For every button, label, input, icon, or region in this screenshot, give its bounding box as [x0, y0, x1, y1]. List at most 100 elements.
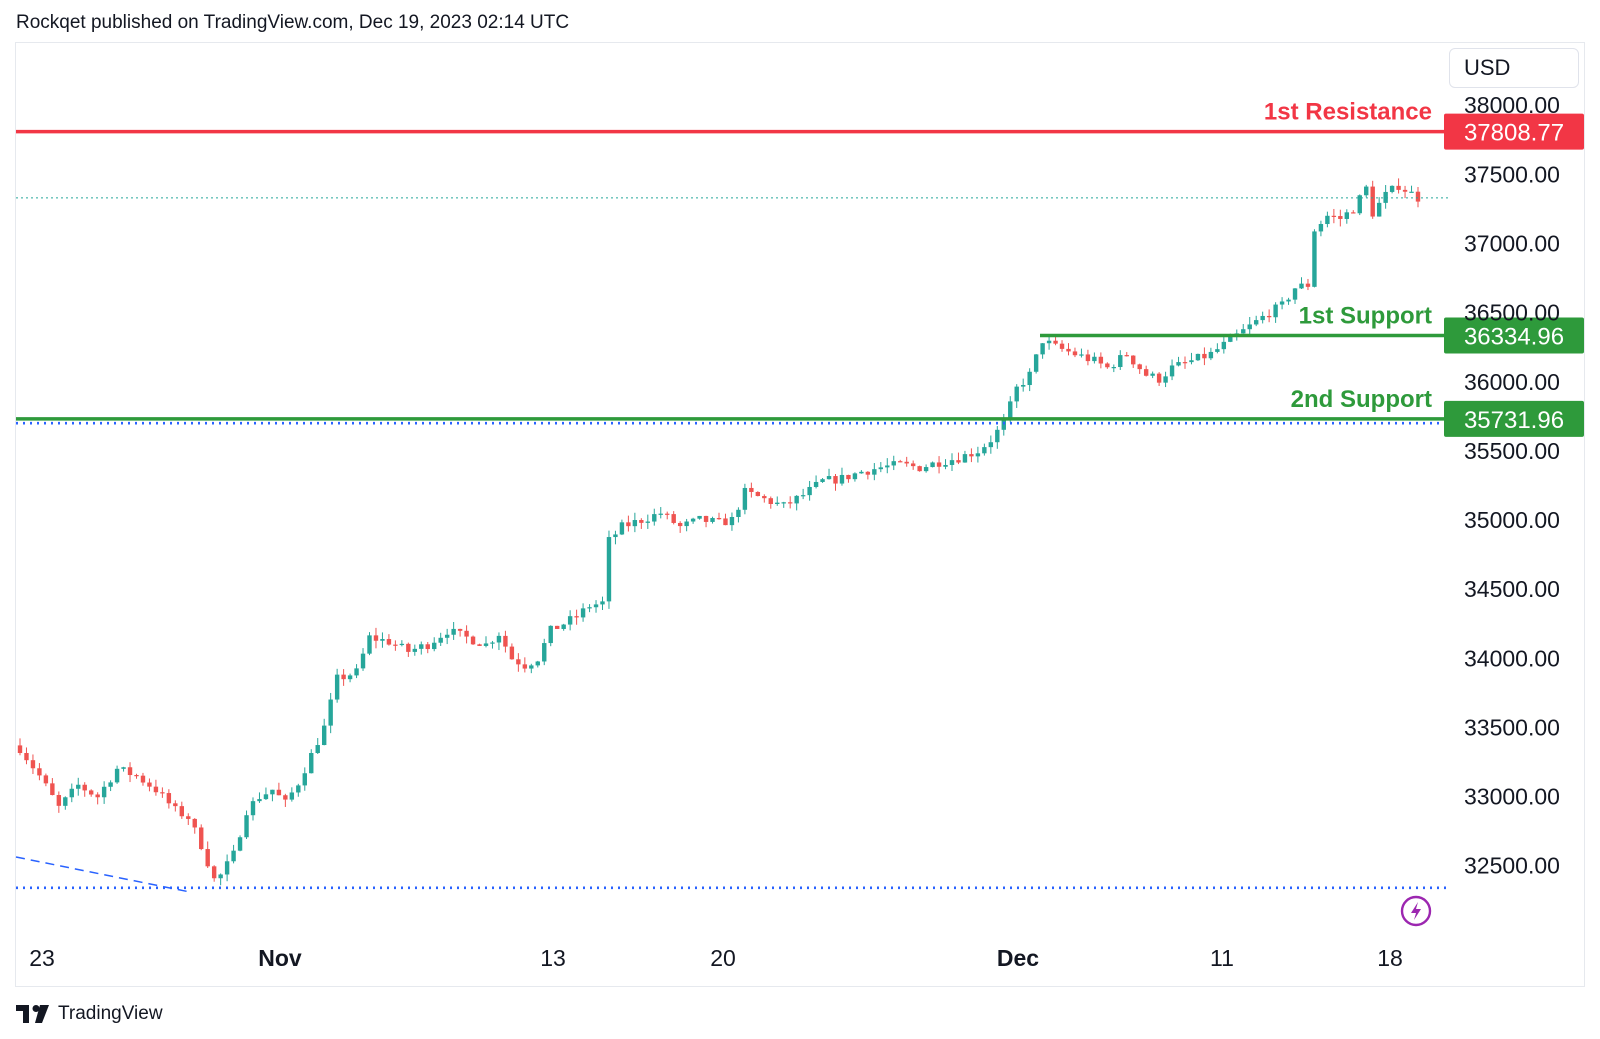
- candle: [813, 475, 819, 489]
- candle: [50, 778, 55, 796]
- candle: [283, 793, 288, 807]
- candle: [257, 792, 262, 803]
- candle: [30, 754, 36, 774]
- candle: [956, 452, 961, 465]
- candle: [1169, 359, 1175, 381]
- candle: [645, 514, 651, 529]
- candle: [690, 517, 696, 524]
- candle: [101, 781, 107, 804]
- candle: [250, 797, 256, 821]
- candle: [703, 515, 709, 528]
- candle: [121, 766, 126, 772]
- tradingview-logo[interactable]: TradingView: [16, 1003, 163, 1025]
- candle: [1202, 347, 1207, 366]
- support-price-tag-value: 35731.96: [1464, 407, 1564, 434]
- date-tick-label: 18: [1377, 945, 1403, 971]
- candle: [328, 692, 333, 734]
- candle: [503, 630, 508, 653]
- candle: [1357, 194, 1362, 216]
- candle: [936, 456, 942, 474]
- candle: [658, 507, 663, 519]
- candle: [1176, 356, 1181, 367]
- candle: [386, 634, 392, 646]
- price-axis[interactable]: 38000.00 37500.00 37000.00 36500.00 36000.00…: [1464, 92, 1560, 878]
- candle: [982, 443, 987, 456]
- price-tick-label: 35500.00: [1464, 438, 1560, 464]
- candle: [852, 472, 858, 482]
- candle: [24, 747, 29, 765]
- candle: [88, 789, 94, 797]
- candle: [1338, 209, 1343, 227]
- support-price-tag-value: 36334.96: [1464, 323, 1564, 350]
- candle: [716, 512, 722, 520]
- candle: [1085, 349, 1091, 366]
- chart-frame[interactable]: [15, 42, 1585, 987]
- candle: [412, 644, 418, 656]
- date-tick-label: 23: [29, 945, 55, 971]
- candle: [535, 660, 540, 668]
- candle: [134, 773, 139, 779]
- candle: [891, 455, 896, 471]
- candle: [1247, 316, 1252, 336]
- time-axis[interactable]: 23 Nov 13 20 Dec 11 18: [29, 945, 1403, 971]
- candle: [775, 496, 780, 506]
- candle: [600, 596, 605, 610]
- currency-button[interactable]: USD: [1449, 48, 1579, 88]
- candle: [224, 854, 230, 882]
- candle: [787, 496, 793, 509]
- candle: [1325, 211, 1330, 228]
- candle: [276, 782, 282, 796]
- price-tick-label: 33500.00: [1464, 714, 1560, 740]
- candle: [665, 511, 670, 520]
- candle: [1208, 347, 1214, 361]
- lightning-icon[interactable]: [1400, 895, 1432, 927]
- candle: [483, 636, 489, 648]
- candle: [846, 474, 851, 483]
- candle: [477, 643, 482, 647]
- support-label: 2nd Support: [1291, 386, 1432, 413]
- candle: [885, 458, 890, 474]
- candle: [542, 638, 547, 666]
- candle: [82, 782, 87, 797]
- tradingview-brand: TradingView: [58, 1003, 163, 1024]
- candle: [762, 494, 767, 503]
- candle: [606, 530, 612, 609]
- candle: [1059, 340, 1065, 352]
- candle: [872, 463, 877, 481]
- support-label: 1st Support: [1299, 302, 1432, 329]
- candle: [839, 467, 845, 486]
- candle: [17, 738, 23, 756]
- candle: [1253, 315, 1259, 327]
- candle: [574, 609, 579, 625]
- candle: [347, 673, 353, 683]
- resistance-price-tag: [1444, 113, 1584, 150]
- candle: [529, 663, 534, 674]
- candle: [995, 426, 1000, 449]
- price-tick-label: 36500.00: [1464, 300, 1560, 326]
- candle: [820, 478, 825, 483]
- candle: [69, 783, 74, 803]
- candles-layer: [17, 178, 1421, 886]
- candle: [393, 640, 398, 651]
- candle: [179, 801, 185, 819]
- candle: [736, 507, 741, 523]
- candle: [1312, 229, 1317, 288]
- candle: [218, 873, 223, 886]
- candle: [399, 640, 405, 647]
- candle: [807, 480, 812, 501]
- candle: [1344, 209, 1350, 224]
- candle: [1389, 185, 1395, 194]
- candle: [114, 765, 120, 784]
- candle: [898, 459, 903, 463]
- candle: [652, 508, 657, 526]
- candle: [859, 470, 864, 474]
- candle: [1156, 372, 1162, 386]
- candle: [315, 738, 320, 755]
- candle: [567, 610, 573, 631]
- candle: [930, 461, 935, 468]
- candle: [419, 641, 424, 655]
- candle: [1383, 185, 1388, 209]
- candle: [321, 718, 327, 746]
- candle: [444, 628, 450, 645]
